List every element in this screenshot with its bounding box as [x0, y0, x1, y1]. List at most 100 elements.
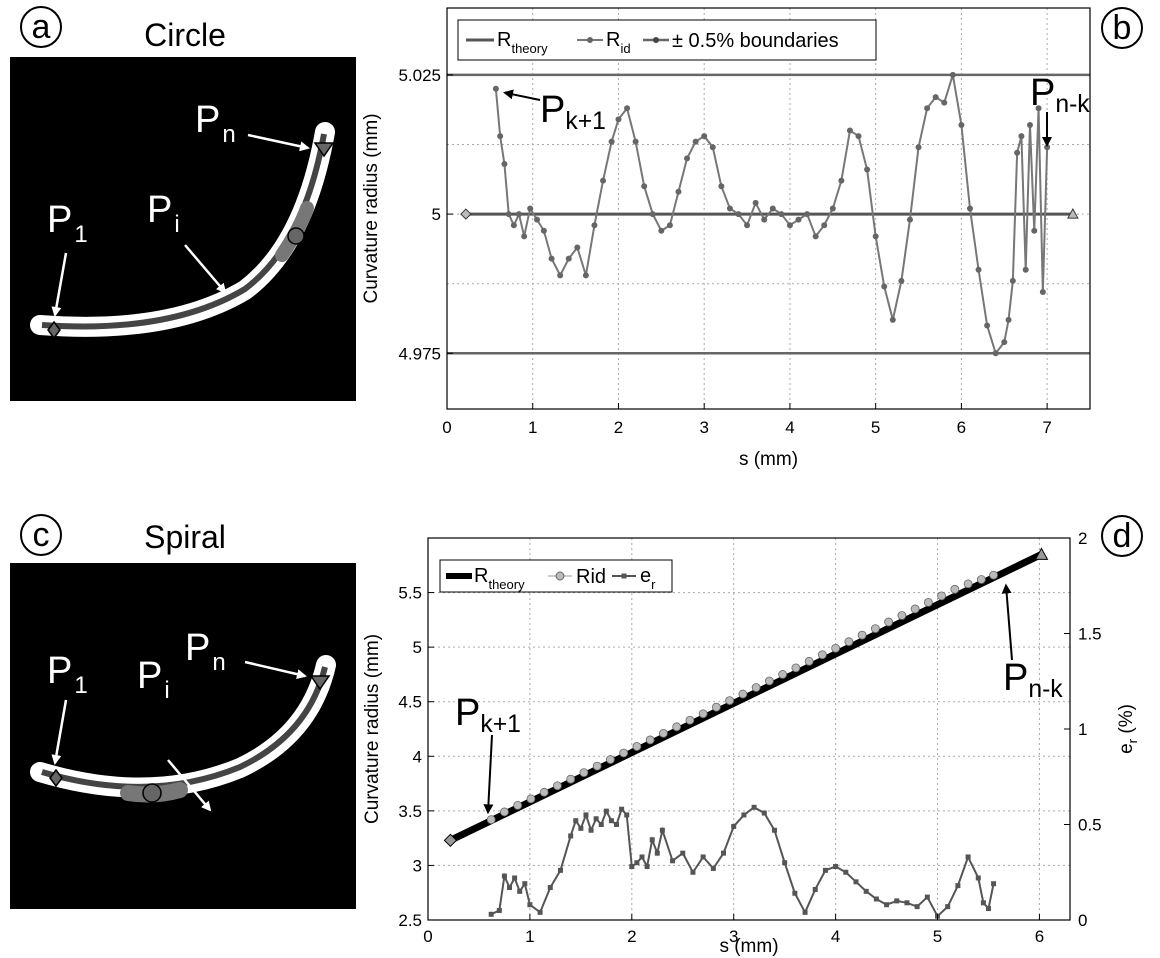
- rid-point-b: [1039, 289, 1046, 296]
- theory-end-triangle-b: [1067, 208, 1079, 219]
- rid-point-d: [989, 570, 998, 580]
- rid-point-d: [711, 702, 721, 712]
- rid-point-b: [675, 188, 682, 195]
- rid-point-b: [516, 211, 523, 218]
- panel-c: c Spiral P1 Pi Pn: [10, 514, 356, 909]
- er-point-d: [894, 898, 900, 904]
- annotation-pnk-b-sub: n-k: [1055, 91, 1090, 118]
- rid-point-d: [579, 768, 589, 778]
- y-tick-label-d: 4.5: [398, 693, 422, 712]
- y-right-tick-label-d: 0.5: [1078, 816, 1102, 835]
- plot-area-d: [428, 538, 1070, 920]
- legend-entry-theory-b-sub: theory: [511, 41, 548, 56]
- circle-pn-label: Pn: [195, 99, 236, 148]
- rid-point-b: [510, 222, 517, 229]
- y-tick-label-b: 5: [432, 205, 441, 224]
- chart-b: b 0 1 2 3 4 5 6 7 4.975 5 5.025 s (mm) Curvature rad…: [361, 7, 1143, 470]
- rid-point-b: [804, 211, 811, 218]
- panel-d-letter-circle: [1101, 515, 1143, 557]
- annotation-pk1-d-main: P: [455, 692, 480, 734]
- x-tick-label-d: 4: [831, 927, 840, 946]
- x-tick-label-d: 3: [729, 927, 738, 946]
- er-point-d: [629, 864, 635, 870]
- er-point-d: [761, 810, 767, 816]
- er-point-d: [710, 865, 716, 871]
- x-axis-title-d: s (mm): [719, 936, 778, 957]
- y-tick-label-d: 5.5: [398, 584, 422, 603]
- er-point-d: [822, 867, 828, 873]
- x-tick-label-b: 7: [1042, 418, 1051, 437]
- x-tick-label-b: 6: [957, 418, 966, 437]
- circle-pi-arrow: [184, 244, 227, 294]
- rid-point-b: [497, 133, 504, 140]
- x-tick-label-b: 5: [871, 418, 880, 437]
- rid-point-b: [812, 233, 819, 240]
- legend-marker-rid-d: [555, 571, 565, 581]
- annotation-pk1-b-sub: k+1: [565, 108, 606, 135]
- rid-point-b: [966, 205, 973, 212]
- rid-point-d: [910, 604, 920, 614]
- y-tick-label-b: 5.025: [398, 66, 441, 85]
- rid-point-d: [897, 611, 907, 620]
- legend-entry-theory-d-sub: theory: [488, 577, 525, 592]
- legend-entry-theory-d: Rtheory: [474, 565, 525, 592]
- rid-point-b: [1031, 227, 1038, 234]
- rid-point-b: [658, 227, 665, 234]
- circle-pi-marker: [287, 227, 305, 245]
- er-point-d: [853, 879, 859, 885]
- er-point-d: [573, 818, 579, 824]
- legend-entry-theory-b: Rtheory: [497, 29, 548, 56]
- rid-point-d: [606, 755, 615, 764]
- rid-point-b: [565, 255, 572, 262]
- er-point-d: [991, 881, 997, 887]
- circle-pi-label: Pi: [147, 189, 180, 238]
- legend-d: Rtheory Rid er: [439, 559, 673, 593]
- rid-point-b: [726, 205, 733, 212]
- er-point-d: [639, 854, 645, 860]
- rid-point-b: [924, 105, 931, 112]
- spiral-tube-core: [41, 666, 328, 790]
- annotation-pk1-d: Pk+1: [455, 692, 521, 738]
- rid-point-d: [844, 637, 854, 647]
- rid-point-b: [744, 222, 751, 229]
- er-point-d: [924, 894, 930, 900]
- rid-point-d: [486, 815, 496, 824]
- rid-point-d: [698, 709, 708, 719]
- panel-a-letter: a: [32, 8, 51, 46]
- rid-point-b: [501, 160, 508, 167]
- legend-entry-rid-d: Rid: [576, 566, 606, 588]
- er-point-d: [680, 850, 686, 856]
- panel-a-title: Circle: [144, 17, 226, 53]
- rid-point-b: [600, 177, 607, 184]
- er-point-d: [833, 864, 839, 870]
- rid-point-b: [505, 211, 512, 218]
- legend-entry-theory-d-main: R: [474, 565, 488, 587]
- rid-point-b: [941, 99, 948, 106]
- er-point-d: [700, 854, 706, 860]
- spiral-pn-label: Pn: [185, 627, 226, 676]
- rid-point-d: [870, 624, 880, 633]
- er-point-d: [884, 902, 890, 908]
- er-point-d: [965, 854, 971, 860]
- rid-point-b: [684, 155, 691, 162]
- er-point-d: [634, 860, 640, 866]
- annotation-arrow-pk1-b: [503, 89, 541, 101]
- rid-point-b: [958, 121, 965, 128]
- rid-point-d: [950, 584, 960, 594]
- rid-point-b: [574, 244, 581, 251]
- spiral-pn-triangle: [309, 675, 331, 691]
- spiral-p1-arrow: [51, 699, 68, 765]
- y-right-tick-label-d: 1.5: [1078, 625, 1102, 644]
- rid-point-d: [685, 715, 695, 725]
- er-point-d: [812, 886, 818, 892]
- rid-point-b: [846, 127, 853, 134]
- rid-point-b: [709, 144, 716, 151]
- y-right-axis-title-sub-d: r: [1125, 738, 1140, 743]
- rid-point-b: [649, 211, 656, 218]
- circle-pn-triangle: [313, 142, 335, 158]
- rid-point-b: [769, 205, 776, 212]
- rid-point-d: [976, 575, 986, 584]
- er-point-d: [863, 888, 869, 894]
- circle-tube-core: [41, 133, 327, 330]
- y-tick-label-b: 4.975: [398, 344, 441, 363]
